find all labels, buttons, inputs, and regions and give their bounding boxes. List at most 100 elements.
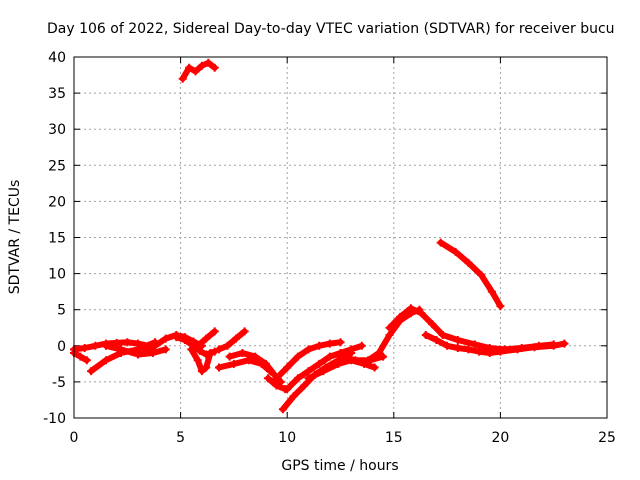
data-point xyxy=(364,356,373,365)
data-point xyxy=(225,352,234,361)
data-point xyxy=(283,385,292,394)
data-layer xyxy=(70,58,569,414)
data-point xyxy=(470,340,479,349)
y-tick-label: 35 xyxy=(48,86,66,102)
data-point xyxy=(272,374,281,383)
data-point xyxy=(475,347,484,356)
y-axis-label: SDTVAR / TECUs xyxy=(7,180,23,295)
x-tick-label: 20 xyxy=(491,430,509,446)
data-point xyxy=(451,247,460,256)
series-arc-16 xyxy=(283,341,366,394)
data-point xyxy=(102,356,110,365)
data-point xyxy=(206,349,215,357)
y-tick-label: 40 xyxy=(48,50,66,66)
data-point xyxy=(319,367,328,376)
series-track xyxy=(337,353,387,364)
data-point xyxy=(193,341,202,350)
chart-title: Day 106 of 2022, Sidereal Day-to-day VTE… xyxy=(47,21,615,37)
data-point xyxy=(549,341,558,350)
data-point xyxy=(140,349,149,357)
data-point xyxy=(513,345,522,354)
data-point xyxy=(185,63,194,72)
data-point xyxy=(530,343,539,352)
data-point xyxy=(82,356,91,365)
data-point xyxy=(464,345,473,354)
data-point xyxy=(334,359,343,368)
data-point xyxy=(232,334,240,343)
series-arc-4 xyxy=(102,341,170,359)
data-point xyxy=(304,367,313,376)
data-point xyxy=(178,74,187,83)
data-point xyxy=(293,374,302,383)
series-arc-18 xyxy=(336,352,388,365)
x-axis-label: GPS time / hours xyxy=(281,458,398,474)
data-point xyxy=(347,345,356,354)
series-arc-8 xyxy=(193,327,219,350)
data-point xyxy=(293,352,302,361)
data-point xyxy=(477,271,486,279)
data-point xyxy=(336,338,345,347)
data-point xyxy=(325,339,334,348)
data-point xyxy=(215,345,223,354)
y-tick-label: 5 xyxy=(57,303,66,319)
data-point xyxy=(187,345,196,354)
y-tick-label: -10 xyxy=(43,411,66,427)
data-point xyxy=(161,345,170,354)
data-point xyxy=(485,349,494,357)
data-point xyxy=(272,381,281,390)
data-point xyxy=(161,334,170,343)
series-track xyxy=(437,239,504,310)
data-point xyxy=(264,374,272,383)
x-tick-label: 5 xyxy=(176,430,185,446)
x-tick-label: 25 xyxy=(598,430,616,446)
y-tick-label: 0 xyxy=(57,339,66,355)
data-point xyxy=(315,359,324,368)
data-point xyxy=(417,309,426,318)
data-point xyxy=(379,352,388,361)
data-point xyxy=(197,61,206,70)
series-arc-14 xyxy=(272,338,345,383)
data-point xyxy=(560,339,569,348)
y-tick-label: 15 xyxy=(48,231,66,247)
y-tick-label: -5 xyxy=(52,375,66,391)
x-tick-label: 0 xyxy=(70,430,79,446)
x-tick-label: 10 xyxy=(278,430,296,446)
data-point xyxy=(385,323,394,332)
series-arc-10 xyxy=(215,327,249,354)
data-point xyxy=(436,238,445,247)
data-point xyxy=(76,352,85,361)
data-point xyxy=(336,352,345,361)
y-tick-label: 25 xyxy=(48,158,66,174)
data-point xyxy=(229,359,238,368)
data-point xyxy=(278,405,287,414)
data-point xyxy=(315,341,324,350)
series-arc-21 xyxy=(421,331,569,357)
data-point xyxy=(80,344,89,352)
data-point xyxy=(406,304,415,313)
data-point xyxy=(421,331,430,339)
data-point xyxy=(385,331,394,339)
data-point xyxy=(202,334,211,343)
data-point xyxy=(123,338,132,347)
data-point xyxy=(87,367,96,376)
y-tick-label: 10 xyxy=(48,267,66,283)
data-point xyxy=(251,352,260,361)
data-point xyxy=(325,352,334,361)
data-point xyxy=(304,345,313,354)
data-point xyxy=(496,302,505,311)
data-point xyxy=(496,347,505,356)
data-point xyxy=(289,392,298,401)
data-point xyxy=(240,327,249,336)
y-tick-label: 30 xyxy=(48,122,66,138)
data-point xyxy=(453,336,462,344)
data-point xyxy=(91,341,100,350)
data-point xyxy=(223,341,232,350)
data-point xyxy=(300,381,309,390)
data-point xyxy=(180,336,189,344)
data-point xyxy=(487,287,496,296)
data-point xyxy=(215,363,223,372)
data-point xyxy=(283,363,292,372)
data-point xyxy=(428,320,437,329)
